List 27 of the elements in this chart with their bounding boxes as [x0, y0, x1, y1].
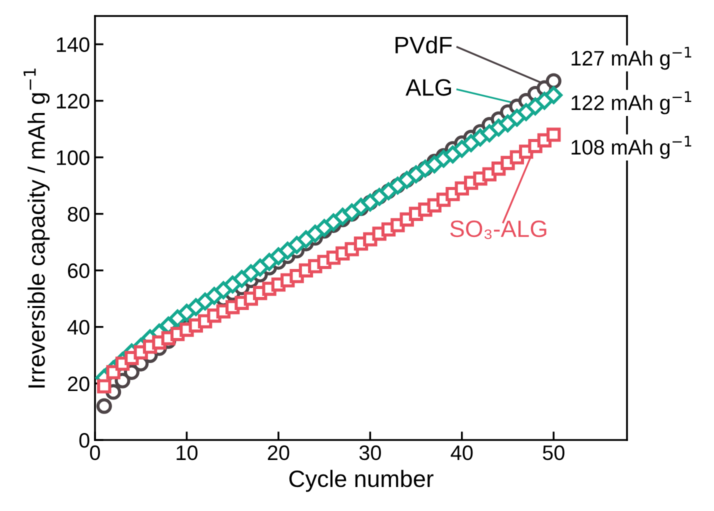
y-tick-label: 40 [67, 320, 90, 335]
x-tick-label: 40 [450, 445, 473, 460]
y-axis-title: Irreversible capacity / mAh g$^{−1}$ [24, 68, 50, 388]
annotation: 108 mAh g$^{−1}$ [572, 136, 692, 159]
x-tick-label: 50 [542, 445, 564, 460]
y-tick-label: 60 [68, 263, 90, 278]
x-tick-label: 0 [90, 445, 100, 460]
x-tick-label: 20 [268, 445, 290, 460]
point [544, 86, 563, 104]
x-axis-title: Cycle number [289, 470, 434, 492]
point [96, 398, 112, 414]
x-tick-label: 30 [359, 445, 381, 460]
y-tick-label: 120 [56, 94, 90, 109]
series-label: SO₃-ALG [450, 220, 546, 240]
legend-label: ALG [406, 79, 451, 96]
y-tick-label: 80 [68, 206, 90, 222]
x-tick-label: 10 [176, 445, 198, 460]
text: PVdF [396, 36, 452, 54]
point [546, 73, 562, 89]
annotation: 122 mAh g$^{−1}$ [572, 91, 692, 114]
point [546, 128, 561, 142]
y-tick-label: 20 [68, 376, 90, 392]
y-tick-label: 100 [56, 150, 90, 166]
y-tick-label: 140 [56, 37, 90, 52]
y-tick-label: 0 [79, 433, 90, 448]
annotation: 127 mAh g$^{−1}$ [572, 46, 692, 70]
point [97, 379, 112, 394]
